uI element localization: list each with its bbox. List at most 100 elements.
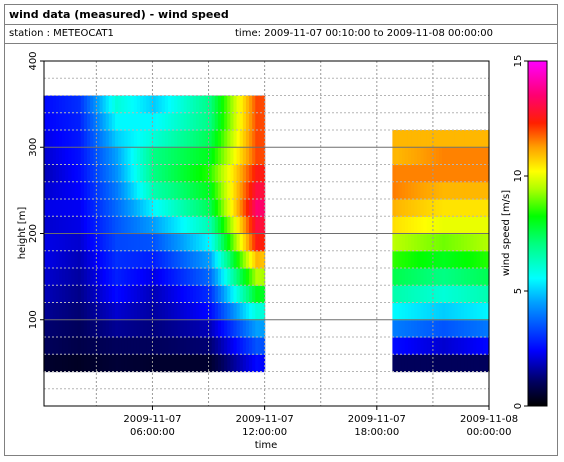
- heatmap-cell: [224, 302, 228, 321]
- heatmap-cell: [171, 199, 175, 217]
- heatmap-cell: [398, 337, 403, 355]
- heatmap-cell: [164, 337, 169, 355]
- heatmap-cell: [133, 233, 138, 252]
- heatmap-cell: [143, 302, 147, 321]
- heatmap-cell: [93, 216, 97, 235]
- heatmap-cell: [451, 233, 456, 252]
- heatmap-cell: [454, 130, 459, 148]
- heatmap-cell: [217, 216, 222, 235]
- heatmap-cell: [161, 130, 166, 148]
- heatmap-cell: [211, 216, 216, 235]
- heatmap-cell: [245, 216, 250, 235]
- heatmap-cell: [236, 147, 241, 166]
- heatmap-cell: [258, 302, 263, 321]
- heatmap-cell: [249, 130, 253, 148]
- heatmap-cell: [255, 354, 259, 373]
- heatmap-cell: [196, 130, 200, 148]
- heatmap-cell: [457, 130, 462, 148]
- heatmap-cell: [161, 285, 166, 304]
- heatmap-cell: [401, 130, 406, 148]
- heatmap-cell: [230, 233, 235, 252]
- heatmap-cell: [420, 354, 425, 373]
- heatmap-cell: [155, 216, 160, 235]
- heatmap-cell: [233, 250, 238, 269]
- heatmap-cell: [90, 181, 94, 200]
- heatmap-cell: [239, 337, 244, 355]
- heatmap-cell: [227, 337, 231, 355]
- heatmap-cell: [127, 112, 132, 131]
- heatmap-cell: [442, 216, 446, 235]
- heatmap-cell: [192, 285, 197, 304]
- heatmap-cell: [62, 95, 66, 114]
- heatmap-cell: [451, 285, 456, 304]
- heatmap-cell: [99, 181, 104, 200]
- heatmap-cell: [161, 181, 166, 200]
- heatmap-cell: [224, 216, 228, 235]
- heatmap-cell: [58, 302, 63, 321]
- heatmap-cell: [470, 233, 475, 252]
- heatmap-cell: [411, 285, 415, 304]
- heatmap-cell: [227, 216, 231, 235]
- heatmap-cell: [426, 268, 431, 286]
- heatmap-cell: [155, 164, 160, 183]
- heatmap-cell: [62, 147, 66, 166]
- heatmap-cell: [174, 319, 178, 338]
- heatmap-cell: [395, 164, 400, 183]
- heatmap-cell: [111, 354, 116, 373]
- heatmap-cell: [43, 268, 48, 286]
- heatmap-cell: [80, 250, 85, 269]
- heatmap-cell: [473, 250, 478, 269]
- heatmap-cell: [460, 319, 465, 338]
- heatmap-cell: [196, 181, 200, 200]
- heatmap-cell: [192, 319, 197, 338]
- heatmap-cell: [189, 216, 194, 235]
- heatmap-cell: [183, 216, 188, 235]
- heatmap-cell: [467, 233, 471, 252]
- heatmap-cell: [221, 319, 225, 338]
- heatmap-cell: [470, 319, 475, 338]
- heatmap-cell: [52, 95, 57, 114]
- heatmap-cell: [224, 164, 228, 183]
- heatmap-cell: [224, 285, 228, 304]
- heatmap-cell: [186, 319, 191, 338]
- heatmap-cell: [473, 164, 478, 183]
- heatmap-cell: [423, 354, 428, 373]
- heatmap-cell: [158, 319, 163, 338]
- heatmap-cell: [139, 250, 144, 269]
- heatmap-cell: [83, 285, 88, 304]
- heatmap-cell: [149, 285, 154, 304]
- heatmap-cell: [398, 302, 403, 321]
- heatmap-cell: [224, 181, 228, 200]
- heatmap-cell: [464, 181, 468, 200]
- heatmap-cell: [111, 112, 116, 131]
- heatmap-cell: [118, 199, 122, 217]
- heatmap-cell: [171, 250, 175, 269]
- heatmap-cell: [404, 164, 409, 183]
- y-tick-label: 200: [28, 224, 39, 243]
- heatmap-cell: [180, 285, 185, 304]
- heatmap-cell: [55, 250, 60, 269]
- heatmap-cell: [242, 285, 247, 304]
- heatmap-cell: [149, 216, 154, 235]
- heatmap-cell: [93, 250, 97, 269]
- heatmap-cell: [143, 147, 147, 166]
- heatmap-cell: [124, 164, 129, 183]
- heatmap-cell: [133, 250, 138, 269]
- heatmap-cell: [242, 130, 247, 148]
- heatmap-cell: [202, 285, 207, 304]
- heatmap-cell: [164, 147, 169, 166]
- heatmap-cell: [171, 302, 175, 321]
- heatmap-cell: [258, 268, 263, 286]
- heatmap-cell: [183, 199, 188, 217]
- heatmap-cell: [180, 112, 185, 131]
- heatmap-cell: [127, 302, 132, 321]
- heatmap-cell: [436, 181, 440, 200]
- heatmap-cell: [124, 233, 129, 252]
- heatmap-cell: [249, 302, 253, 321]
- heatmap-cell: [423, 181, 428, 200]
- heatmap-cell: [398, 130, 403, 148]
- heatmap-cell: [143, 112, 147, 131]
- heatmap-cell: [152, 130, 157, 148]
- heatmap-cell: [217, 147, 222, 166]
- heatmap-cell: [102, 112, 107, 131]
